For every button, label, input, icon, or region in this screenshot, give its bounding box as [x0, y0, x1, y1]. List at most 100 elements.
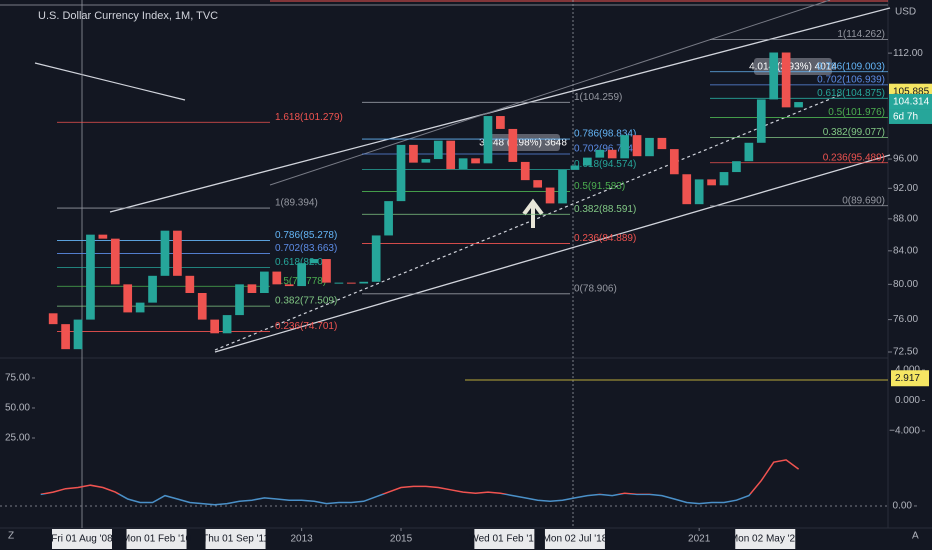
fib-label: 0(89.690) [842, 195, 885, 206]
measure-box [487, 134, 560, 151]
fib-label: 1(114.262) [837, 29, 885, 40]
channel-upper [109, 7, 891, 213]
fib-label: 0.5(101.976) [828, 107, 885, 118]
candle [284, 284, 294, 287]
fib-label: 0.702(106.939) [817, 75, 885, 86]
fib-label: 0.618(94.574) [574, 159, 636, 170]
fib-label: 0.786(85.278) [275, 230, 337, 241]
x-tick-box [735, 529, 796, 549]
measure-label: 4.014 (3.93%) 4014 [749, 62, 837, 73]
candle [61, 324, 70, 350]
candle [682, 174, 692, 205]
channel-mid [214, 94, 841, 351]
price-badge-label: 105.885 [893, 86, 930, 97]
candle [297, 263, 306, 287]
candle [222, 315, 232, 334]
fib-label: 0.702(96.704) [574, 144, 636, 155]
indicator-tick-label: 25.00 [5, 433, 30, 444]
candle [794, 102, 803, 108]
y-tick-label: 72.50 [893, 347, 918, 358]
fib-label: 0.382(88.591) [574, 204, 636, 215]
candle [433, 140, 443, 160]
arrow [522, 198, 544, 228]
candle [173, 230, 182, 276]
candle [371, 235, 381, 282]
y-tick-label: 112.00 [893, 48, 923, 59]
candle [359, 281, 369, 284]
x-tick-label: 2013 [291, 534, 314, 545]
axis-icon: Z [8, 531, 14, 542]
candle [471, 158, 480, 164]
x-tick-label: Thu 01 Sep '11 [202, 534, 269, 545]
candle [645, 137, 654, 157]
indicator-badge [891, 370, 929, 387]
candle [409, 144, 418, 163]
y-tick-label: 92.00 [893, 183, 918, 194]
trend-line [34, 62, 186, 101]
candle [185, 275, 195, 293]
candle [570, 165, 580, 170]
fib-label: 0(78.906) [574, 283, 617, 294]
fib-label: 0.618(82.0 [275, 257, 323, 268]
fib-label: 0.236(95.489) [823, 152, 885, 163]
candle [595, 149, 605, 158]
y-tick-label: 80.00 [893, 279, 918, 290]
currency: USD [895, 7, 916, 18]
candle [247, 284, 257, 293]
candle [583, 157, 592, 166]
fib-label: 0.786(109.003) [817, 61, 885, 72]
fib-label: 0.382(77.509) [275, 296, 337, 307]
candle [607, 149, 617, 159]
fib-label: 0.382(99.077) [823, 127, 885, 138]
y-tick-label: 76.00 [893, 314, 918, 325]
fib-label: 0.236(74.701) [275, 321, 337, 332]
candle [520, 161, 530, 181]
indicator-line [40, 459, 800, 506]
measure-label: 3.648 (3.98%) 3648 [479, 138, 567, 149]
countdown: 6d 7h [893, 112, 918, 123]
candle [48, 313, 58, 325]
candle [446, 140, 456, 170]
drawings [0, 0, 891, 528]
candle [545, 187, 555, 204]
price-badge [889, 93, 932, 110]
fib-label: 0.236(84.889) [574, 233, 636, 244]
candle [148, 275, 157, 303]
axis-icon: A [912, 531, 919, 542]
candle [322, 259, 331, 283]
chart-title: U.S. Dollar Currency Index, 1M, TVC [38, 10, 218, 22]
x-tick-label: Fri 01 Aug '08 [51, 534, 113, 545]
fib-label: 0.5(91.583) [574, 181, 625, 192]
candle [384, 201, 393, 236]
indicator-tick-label: 0.000 [895, 395, 920, 406]
candle [719, 172, 729, 186]
candle [508, 128, 518, 162]
indicator-tick-label: 4.000 [895, 365, 920, 376]
y-tick-label: 88.00 [893, 213, 918, 224]
candle [309, 259, 319, 264]
candle [483, 116, 493, 164]
candle [558, 169, 567, 204]
indicator-badge-label: 2.917 [895, 373, 920, 384]
indicator-tick-label: 50.00 [5, 403, 30, 414]
x-tick-label: 2021 [688, 534, 711, 545]
candle [197, 292, 207, 320]
countdown-bg [889, 109, 932, 124]
channel-lower [214, 154, 891, 353]
fib-label: 1(89.394) [275, 198, 318, 209]
fib-label: 1.618(101.279) [275, 112, 343, 123]
y-tick-label: 84.00 [893, 245, 918, 256]
candle [346, 282, 356, 284]
candle [272, 271, 282, 285]
x-tick-box [544, 529, 605, 549]
candle [533, 180, 543, 188]
x-tick-box [51, 529, 112, 549]
candle [260, 271, 269, 293]
candle [396, 144, 406, 202]
x-tick-label: Mon 02 May '22 [730, 534, 801, 545]
candle [110, 238, 120, 285]
price-badge-label: 104.314 [893, 97, 930, 108]
candle [632, 135, 642, 157]
candle [235, 284, 244, 316]
